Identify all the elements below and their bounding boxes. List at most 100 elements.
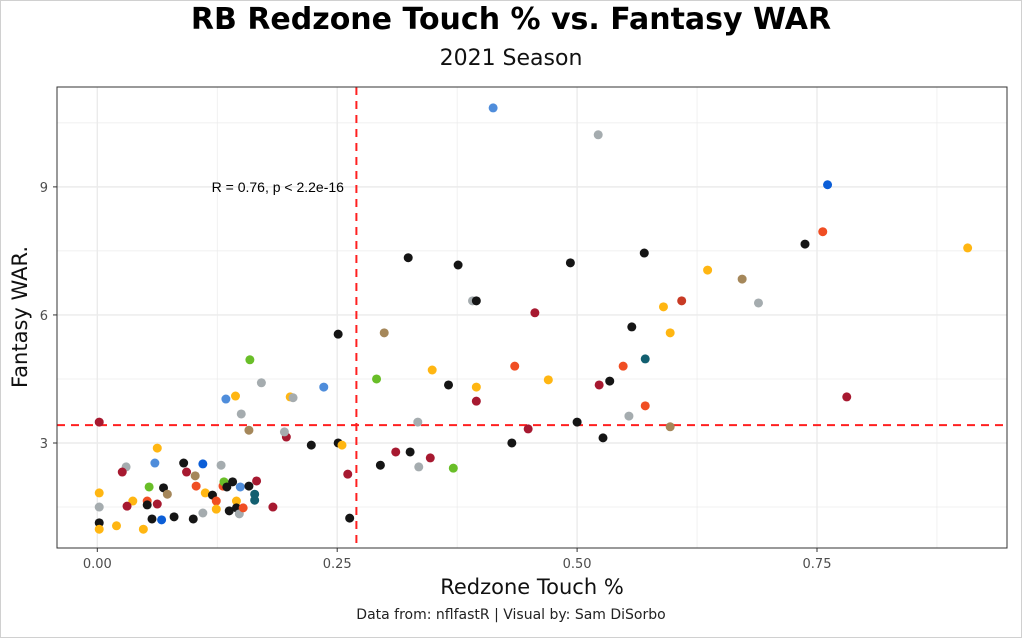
data-point xyxy=(640,401,650,411)
data-point xyxy=(372,374,382,384)
data-point xyxy=(453,260,463,270)
y-tick-label: 9 xyxy=(40,181,48,196)
data-point xyxy=(333,329,343,339)
data-point xyxy=(337,440,347,450)
data-point xyxy=(306,440,316,450)
y-tick-label: 6 xyxy=(40,309,48,324)
data-point xyxy=(444,380,454,390)
data-point xyxy=(471,296,481,306)
data-point xyxy=(605,376,615,386)
data-point xyxy=(190,471,200,481)
data-point xyxy=(222,482,232,492)
data-point xyxy=(425,453,435,463)
x-tick-label: 0.50 xyxy=(563,557,592,572)
data-point xyxy=(427,365,437,375)
data-point xyxy=(594,380,604,390)
x-tick-label: 0.75 xyxy=(803,557,832,572)
chart-caption: Data from: nflfastR | Visual by: Sam DiS… xyxy=(356,607,666,623)
y-axis-label: Fantasy WAR. xyxy=(8,246,32,388)
chart-title: RB Redzone Touch % vs. Fantasy WAR xyxy=(190,2,832,37)
data-point xyxy=(627,322,637,332)
data-point xyxy=(236,409,246,419)
data-point xyxy=(138,524,148,534)
data-point xyxy=(677,296,687,306)
data-point xyxy=(800,239,810,249)
data-point xyxy=(624,411,634,421)
data-point xyxy=(523,424,533,434)
data-point xyxy=(94,488,104,498)
plot-panel xyxy=(57,87,1007,548)
data-point xyxy=(162,489,172,499)
data-point xyxy=(252,476,262,486)
data-point xyxy=(823,180,833,190)
data-point xyxy=(391,447,401,457)
data-point xyxy=(842,392,852,402)
data-point xyxy=(818,227,828,237)
data-point xyxy=(216,460,226,470)
data-point xyxy=(238,503,248,513)
data-point xyxy=(231,496,241,506)
data-point xyxy=(471,382,481,392)
data-point xyxy=(211,504,221,514)
data-point xyxy=(405,447,415,457)
data-point xyxy=(640,354,650,364)
data-point xyxy=(157,515,167,525)
data-point xyxy=(343,469,353,479)
data-point xyxy=(169,512,179,522)
reference-lines xyxy=(57,87,1007,548)
data-point xyxy=(593,130,603,140)
axis-ticks: 0.00 0.25 0.50 0.75 3 6 9 xyxy=(40,181,832,572)
chart-subtitle: 2021 Season xyxy=(439,46,583,71)
correlation-annotation: R = 0.76, p < 2.2e-16 xyxy=(212,179,345,195)
data-point xyxy=(963,243,973,253)
data-point xyxy=(403,253,413,263)
data-point xyxy=(94,524,104,534)
data-points xyxy=(94,103,973,534)
data-point xyxy=(288,393,298,403)
data-point xyxy=(117,467,127,477)
data-point xyxy=(188,514,198,524)
data-point xyxy=(244,481,254,491)
data-point xyxy=(268,502,278,512)
data-point xyxy=(510,361,520,371)
x-tick-label: 0.25 xyxy=(323,557,352,572)
data-point xyxy=(152,499,162,509)
data-point xyxy=(507,438,517,448)
plot-border xyxy=(56,86,1008,549)
data-point xyxy=(221,394,231,404)
data-point xyxy=(345,513,355,523)
data-point xyxy=(565,258,575,268)
data-point xyxy=(703,265,713,275)
data-point xyxy=(244,425,254,435)
data-point xyxy=(235,482,245,492)
x-axis-label: Redzone Touch % xyxy=(440,575,624,599)
data-point xyxy=(182,467,192,477)
data-point xyxy=(618,361,628,371)
data-point xyxy=(665,328,675,338)
data-point xyxy=(94,417,104,427)
data-point xyxy=(94,518,104,528)
data-point xyxy=(94,502,104,512)
data-point xyxy=(413,417,423,427)
data-point xyxy=(414,462,424,472)
data-point xyxy=(250,495,260,505)
data-point xyxy=(753,298,763,308)
data-point xyxy=(224,506,234,516)
data-point xyxy=(319,382,329,392)
data-point xyxy=(128,496,138,506)
data-point xyxy=(572,417,582,427)
data-point xyxy=(471,396,481,406)
data-point xyxy=(228,477,238,487)
data-point xyxy=(279,427,289,437)
data-point xyxy=(488,103,498,113)
data-point xyxy=(543,375,553,385)
data-point xyxy=(152,443,162,453)
data-point xyxy=(198,459,208,469)
data-point xyxy=(375,460,385,470)
data-point xyxy=(179,458,189,468)
y-tick-label: 3 xyxy=(40,437,48,452)
x-tick-label: 0.00 xyxy=(83,557,112,572)
data-point xyxy=(191,481,201,491)
grid-lines xyxy=(57,87,1007,548)
